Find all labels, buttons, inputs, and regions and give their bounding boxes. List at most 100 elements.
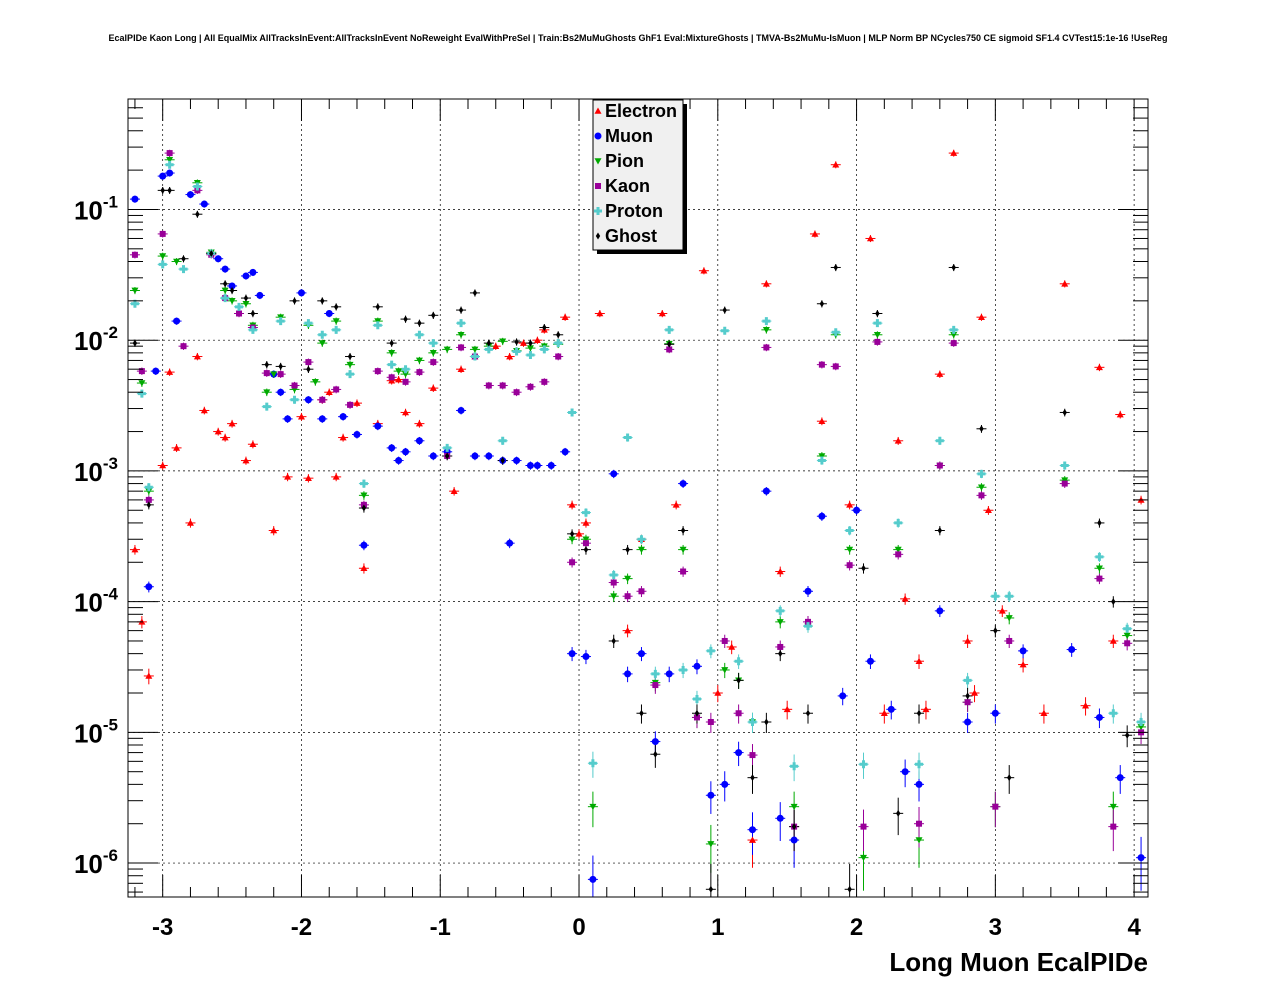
ghost-point [195,210,200,218]
proton-point [762,317,771,326]
muon-point [790,836,798,844]
proton-point [1005,592,1014,601]
muon-point [936,607,944,615]
proton-point [387,360,396,369]
kaon-point [131,251,138,258]
proton-point [651,669,660,678]
electron-point [922,705,930,713]
muon-point [457,406,465,414]
kaon-point [735,710,742,717]
proton-point [235,302,244,311]
plot-frame [127,98,1149,898]
muon-point [277,388,285,396]
kaon-point [138,368,145,375]
ghost-point [896,809,901,817]
proton-point [581,508,590,517]
pion-point [131,287,139,294]
proton-point [130,299,139,308]
electron-point [353,399,361,406]
muon-point [152,367,160,375]
proton-point [692,694,701,703]
proton-point [512,347,521,356]
proton-point [401,365,410,374]
proton-point [623,433,632,442]
muon-point [159,172,167,180]
kaon-point [485,382,492,389]
kaon-point [1110,823,1117,830]
ghost-point [306,365,311,373]
muon-point [547,461,555,469]
proton-point [262,402,271,411]
muon-point [818,512,826,520]
electron-point [249,440,257,448]
electron-point [658,310,666,317]
ghost-point [389,339,394,347]
electron-point [1116,411,1124,418]
electron-point [332,473,340,480]
kaon-point [159,230,166,237]
muon-point [568,650,576,658]
legend-marker-proton [594,207,602,215]
muon-point [284,415,292,423]
kaon-point [277,371,284,378]
kaon-point [610,579,617,586]
electron-point [971,689,979,696]
muon-point [374,422,382,430]
kaon-point [992,803,999,810]
pion-point [1137,724,1145,731]
ghost-point [1062,408,1067,416]
electron-point [672,501,680,508]
ghost-point [625,546,630,554]
proton-point [748,717,757,726]
electron-point [450,487,458,494]
ghost-point [680,527,686,535]
kaon-point [582,540,589,547]
electron-point [506,353,514,360]
ghost-point [181,255,186,263]
proton-point [540,345,549,354]
electron-point [166,368,174,375]
kaon-point [166,150,173,157]
kaon-point [721,637,728,644]
electron-point [228,420,236,427]
proton-point [963,676,972,685]
electron-point [818,417,826,425]
ghost-point [444,452,450,460]
electron-point [776,568,784,575]
kaon-point [145,496,152,503]
x-tick-label: 4 [1127,914,1141,941]
ghost-point [805,709,811,717]
muon-point [762,487,770,495]
legend-label-muon: Muon [605,126,653,146]
kaon-point [333,386,340,393]
electron-point [173,444,181,451]
pion-point [443,346,451,353]
pion-point [582,536,590,543]
proton-point [831,328,840,337]
proton-point [776,606,785,615]
electron-point [492,342,500,349]
x-tick-label: 1 [711,914,724,941]
y-tick-label: 10-1 [74,192,118,225]
ghost-point [791,823,797,831]
kaon-point [1061,480,1068,487]
ghost-point [222,280,228,288]
muon-point [610,470,618,478]
muon-point [1068,646,1076,654]
ghost-point [458,306,464,314]
proton-point [290,395,299,404]
proton-point [734,657,743,666]
ghost-point [569,530,575,538]
kaon-point [319,396,326,403]
axis-ticks [128,99,1148,897]
legend-marker-kaon [595,183,601,189]
ghost-point [320,297,325,305]
kaon-point [895,551,902,558]
kaon-point [388,374,395,381]
proton-point [144,483,153,492]
muon-point [131,195,139,203]
electron-point [901,595,909,602]
electron-point [748,836,756,843]
muon-point [388,444,396,452]
